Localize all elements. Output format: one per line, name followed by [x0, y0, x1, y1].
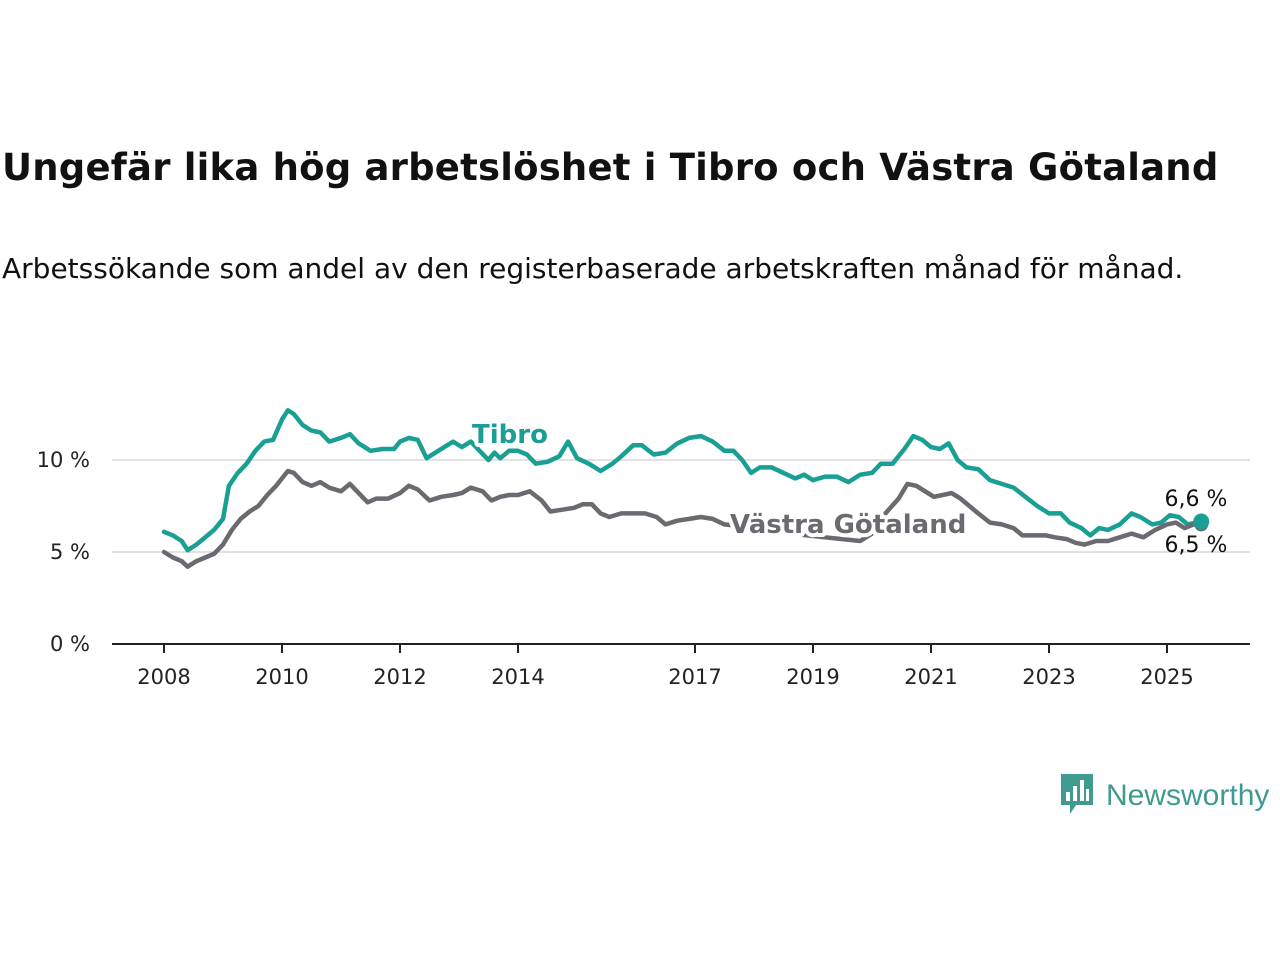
series-lines: [161, 408, 1204, 569]
y-tick-label: 0 %: [50, 632, 90, 656]
x-tick-label: 2019: [786, 665, 839, 689]
x-tick-label: 2010: [255, 665, 308, 689]
y-tick-label: 5 %: [50, 540, 90, 564]
brand-name: Newsworthy: [1106, 779, 1270, 812]
grid-lines: [112, 459, 1250, 553]
end-marker-tibro: [1193, 513, 1210, 530]
x-tick-label: 2017: [668, 665, 721, 689]
x-tick-label: 2012: [373, 665, 426, 689]
brand-logo[interactable]: Newsworthy: [1058, 772, 1269, 820]
x-tick-label: 2014: [491, 665, 544, 689]
series-line-vastra-gotaland: [161, 468, 1204, 569]
chart-title: Ungefär lika hög arbetslöshet i Tibro oc…: [2, 146, 1219, 189]
x-tick-label: 2023: [1022, 665, 1075, 689]
x-tick-label: 2008: [137, 665, 190, 689]
y-tick-label: 10 %: [37, 448, 90, 472]
series-label-vastra-gotaland: Västra Götaland: [730, 510, 966, 540]
end-value-vastra-gotaland: 6,5 %: [1165, 533, 1228, 558]
x-tick-label: 2021: [904, 665, 957, 689]
newsworthy-logo-icon: [1058, 772, 1096, 820]
end-value-tibro: 6,6 %: [1165, 487, 1228, 512]
series-line-tibro: [161, 408, 1204, 553]
series-label-tibro: Tibro: [472, 420, 548, 450]
series-labels: Tibro Västra Götaland 6,6 % 6,5 %: [468, 416, 1228, 558]
x-tick-label: 2025: [1140, 665, 1193, 689]
axes: 0 % 5 % 10 % 2008 2010 2012 2014 2017 2019 2021 20…: [37, 448, 1250, 689]
chart-subtitle: Arbetssökande som andel av den registerb…: [2, 252, 1184, 285]
